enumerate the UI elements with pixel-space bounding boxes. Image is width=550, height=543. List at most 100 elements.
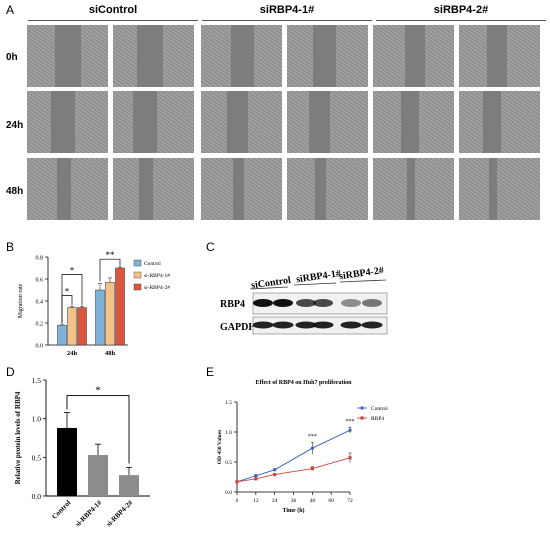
y-tick-label: 0.0 bbox=[32, 492, 42, 501]
significance-marker: *** bbox=[346, 419, 355, 425]
y-tick-label: 0.0 bbox=[36, 344, 44, 350]
bar bbox=[105, 282, 115, 346]
legend-label: Control bbox=[371, 406, 388, 412]
cell-front-right bbox=[336, 25, 368, 87]
data-point bbox=[254, 474, 258, 478]
significance-marker: * bbox=[95, 384, 101, 396]
cell-front-left bbox=[459, 91, 483, 153]
data-point bbox=[348, 456, 352, 460]
y-tick-label: 1.0 bbox=[32, 415, 42, 424]
band-gapdh bbox=[295, 321, 317, 329]
x-tick-label: 60 bbox=[328, 498, 334, 504]
panel-letter-a: A bbox=[6, 3, 15, 17]
legend-swatch bbox=[133, 271, 142, 279]
legend-swatch bbox=[133, 259, 142, 267]
band-gapdh bbox=[361, 321, 383, 329]
cell-front-right bbox=[81, 25, 108, 87]
x-tick-label: 0 bbox=[236, 498, 239, 504]
cell-front-right bbox=[501, 91, 540, 153]
x-tick-label: 72 bbox=[347, 498, 353, 504]
micrograph-tile bbox=[112, 90, 195, 154]
group-label-sirbp4-2: siRBP4-2# bbox=[433, 4, 489, 16]
micrograph-tile bbox=[286, 157, 369, 221]
significance-bracket bbox=[99, 258, 121, 282]
significance-marker: *** bbox=[308, 434, 317, 440]
scratch-gap bbox=[405, 25, 425, 87]
band-rbp4 bbox=[253, 299, 273, 307]
y-tick-label: 0.5 bbox=[32, 453, 42, 462]
cell-front-left bbox=[373, 91, 401, 153]
cell-front-right bbox=[415, 158, 454, 220]
panel-letter-b: B bbox=[6, 240, 15, 254]
cell-front-left bbox=[287, 25, 313, 87]
cell-front-left bbox=[373, 158, 407, 220]
cell-front-right bbox=[157, 91, 194, 153]
panel-letter-c: C bbox=[206, 240, 215, 254]
data-point bbox=[273, 468, 277, 472]
chart-relative-protein: 0.0 0.5 1.0 1.5 Relative protein levels of R… bbox=[14, 376, 150, 528]
cell-front-right bbox=[71, 158, 108, 220]
scratch-gap bbox=[51, 91, 75, 153]
group-label-sicontrol: siControl bbox=[88, 4, 138, 16]
scratch-gap bbox=[57, 158, 71, 220]
panel-letter-d: D bbox=[6, 365, 15, 379]
lane-underline-1 bbox=[249, 286, 289, 290]
cell-front-right bbox=[419, 91, 454, 153]
legend-label: si-RBP4-2# bbox=[144, 285, 170, 291]
scratch-gap bbox=[137, 25, 163, 87]
scratch-gap bbox=[401, 91, 419, 153]
band-label-rbp4: RBP4 bbox=[220, 299, 245, 310]
scratch-gap bbox=[313, 25, 336, 87]
cell-front-left bbox=[201, 91, 227, 153]
cell-front-left bbox=[287, 158, 315, 220]
cell-front-left bbox=[459, 25, 487, 87]
bar bbox=[95, 289, 105, 346]
micrograph-tile bbox=[200, 90, 283, 154]
x-tick-label: 12 bbox=[253, 498, 259, 504]
y-tick-label: 0.5 bbox=[225, 460, 232, 466]
data-point bbox=[310, 467, 314, 471]
scratch-gap bbox=[489, 158, 497, 220]
band-gapdh bbox=[312, 321, 334, 329]
micrograph-tile bbox=[112, 24, 195, 88]
x-tick-label: 48 bbox=[310, 498, 316, 504]
y-tick-label: 1.5 bbox=[32, 376, 42, 385]
cell-front-left bbox=[287, 91, 309, 153]
cell-front-left bbox=[27, 25, 55, 87]
scratch-gap bbox=[227, 91, 248, 153]
cell-front-left bbox=[201, 25, 231, 87]
cell-front-right bbox=[248, 91, 282, 153]
x-tick-label: 48h bbox=[105, 350, 116, 357]
cell-front-left bbox=[373, 25, 405, 87]
legend-swatch bbox=[133, 283, 142, 291]
scratch-gap bbox=[483, 91, 501, 153]
band-gapdh bbox=[252, 321, 274, 329]
cell-front-right bbox=[153, 158, 194, 220]
band-label-gapdh: GAPDH bbox=[220, 322, 256, 333]
cell-front-right bbox=[244, 158, 282, 220]
x-tick-label: 24 bbox=[272, 498, 278, 504]
micrograph-tile bbox=[372, 24, 455, 88]
data-point bbox=[310, 446, 314, 450]
cell-front-left bbox=[113, 158, 139, 220]
significance-bracket bbox=[66, 395, 130, 464]
legend-marker bbox=[360, 406, 364, 410]
y-tick-label: 0.4 bbox=[36, 300, 44, 306]
band-rbp4 bbox=[313, 299, 333, 307]
scratch-gap bbox=[309, 91, 330, 153]
lane-label-sirbp4-2: siRBP4-2# bbox=[338, 265, 384, 282]
micrograph-tile bbox=[200, 157, 283, 221]
bar bbox=[119, 475, 139, 496]
x-tick-label: Control bbox=[50, 499, 72, 521]
band-rbp4 bbox=[296, 299, 316, 307]
micrograph-tile bbox=[26, 24, 109, 88]
legend-label: Control bbox=[144, 261, 161, 267]
scratch-gap bbox=[407, 158, 415, 220]
bar bbox=[67, 307, 77, 346]
band-gapdh bbox=[340, 321, 362, 329]
significance-marker: ** bbox=[106, 250, 116, 260]
data-point bbox=[348, 428, 352, 432]
legend-marker bbox=[360, 416, 364, 420]
scratch-gap bbox=[315, 158, 326, 220]
cell-front-right bbox=[326, 158, 368, 220]
